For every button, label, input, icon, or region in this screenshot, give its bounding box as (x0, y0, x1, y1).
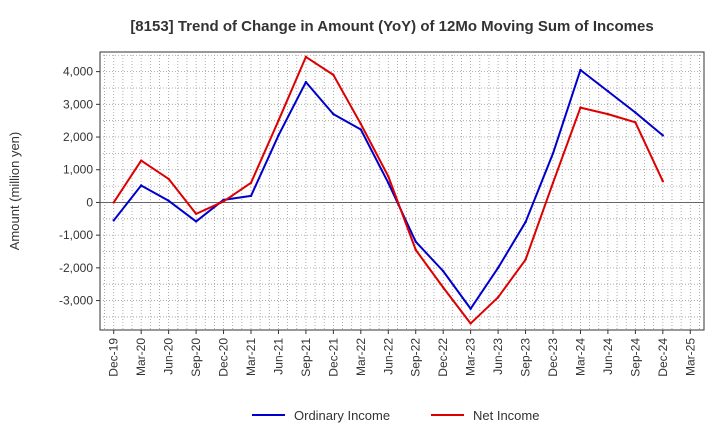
data-point-ordinary-income (441, 269, 445, 273)
legend: Ordinary Income Net Income (252, 408, 539, 423)
data-point-net-income (441, 286, 445, 289)
x-tick-label: Sep-20 (189, 338, 203, 377)
x-tick-label: Mar-21 (244, 338, 258, 376)
plot-area (99, 51, 705, 331)
data-point-net-income (359, 122, 363, 126)
legend-label: Net Income (473, 408, 539, 423)
x-tick-label: Dec-24 (656, 338, 670, 377)
y-tick-label: 0 (86, 195, 93, 209)
data-point-net-income (524, 258, 527, 261)
x-tick-label: Mar-24 (573, 338, 587, 376)
data-point-ordinary-income (496, 266, 500, 270)
data-point-ordinary-income (469, 307, 472, 310)
data-point-net-income (634, 121, 637, 124)
data-point-ordinary-income (249, 194, 253, 198)
x-tick-label: Mar-23 (464, 338, 478, 376)
data-point-net-income (606, 112, 610, 116)
data-point-ordinary-income (524, 220, 527, 224)
data-point-ordinary-income (194, 220, 198, 223)
data-point-net-income (551, 181, 555, 185)
series-layer (112, 55, 665, 325)
data-point-net-income (167, 177, 170, 181)
y-axis-label: Amount (million yen) (7, 132, 22, 251)
legend-label: Ordinary Income (294, 408, 390, 423)
x-axis: Dec-19 Mar-20 Jun-20 Sep-20 Dec-20 Mar-21 Jun-… (107, 330, 697, 377)
x-tick-label: Sep-24 (628, 338, 642, 377)
x-tick-label: Dec-23 (546, 338, 560, 377)
x-tick-label: Jun-22 (381, 338, 395, 375)
data-point-net-income (387, 175, 390, 178)
y-tick-label: 3,000 (63, 97, 93, 111)
data-point-ordinary-income (579, 68, 582, 72)
x-tick-label: Dec-19 (107, 338, 121, 377)
data-point-net-income (469, 322, 472, 325)
data-point-net-income (496, 296, 500, 299)
plot-frame (99, 51, 705, 331)
data-point-ordinary-income (304, 80, 308, 84)
x-tick-label: Mar-20 (134, 338, 148, 376)
x-tick-label: Dec-21 (326, 338, 340, 377)
x-tick-label: Sep-22 (409, 338, 423, 377)
data-point-ordinary-income (139, 184, 143, 187)
data-point-net-income (661, 179, 665, 183)
data-point-ordinary-income (112, 219, 115, 222)
x-tick-label: Jun-20 (162, 338, 176, 375)
data-point-ordinary-income (661, 134, 665, 137)
data-point-ordinary-income (167, 199, 170, 203)
y-tick-label: -1,000 (59, 228, 93, 242)
data-point-ordinary-income (634, 111, 637, 114)
data-point-net-income (139, 159, 143, 162)
chart-title: [8153] Trend of Change in Amount (YoY) o… (130, 18, 653, 35)
y-tick-label: -3,000 (59, 294, 93, 308)
data-point-ordinary-income (606, 90, 610, 93)
x-tick-label: Jun-21 (271, 338, 285, 375)
x-tick-label: Sep-23 (519, 338, 533, 377)
data-point-net-income (222, 200, 225, 203)
y-tick-label: 4,000 (63, 65, 93, 79)
data-point-net-income (304, 55, 308, 59)
data-point-ordinary-income (332, 112, 335, 116)
data-point-ordinary-income (277, 134, 280, 137)
data-point-net-income (112, 201, 115, 204)
y-axis: 4,000 3,000 2,000 1,000 0 -1,000 -2,000 -3,000 (59, 65, 100, 308)
x-tick-label: Mar-22 (354, 338, 368, 376)
data-point-ordinary-income (387, 181, 390, 185)
x-tick-label: Dec-22 (436, 338, 450, 377)
data-point-net-income (414, 248, 417, 252)
y-tick-label: 2,000 (63, 130, 93, 144)
data-point-net-income (277, 119, 280, 122)
y-tick-label: 1,000 (63, 163, 93, 177)
data-point-net-income (332, 73, 335, 77)
data-point-net-income (194, 212, 198, 216)
data-point-ordinary-income (551, 152, 555, 155)
grid (100, 52, 704, 330)
y-tick-label: -2,000 (59, 261, 93, 275)
data-point-ordinary-income (359, 128, 363, 131)
x-tick-label: Dec-20 (217, 338, 231, 377)
data-point-net-income (579, 106, 582, 109)
x-tick-label: Sep-21 (299, 338, 313, 377)
data-point-net-income (249, 181, 253, 185)
x-tick-label: Jun-24 (601, 338, 615, 375)
data-point-ordinary-income (414, 240, 417, 243)
x-tick-label: Jun-23 (491, 338, 505, 375)
x-tick-label: Mar-25 (683, 338, 697, 376)
